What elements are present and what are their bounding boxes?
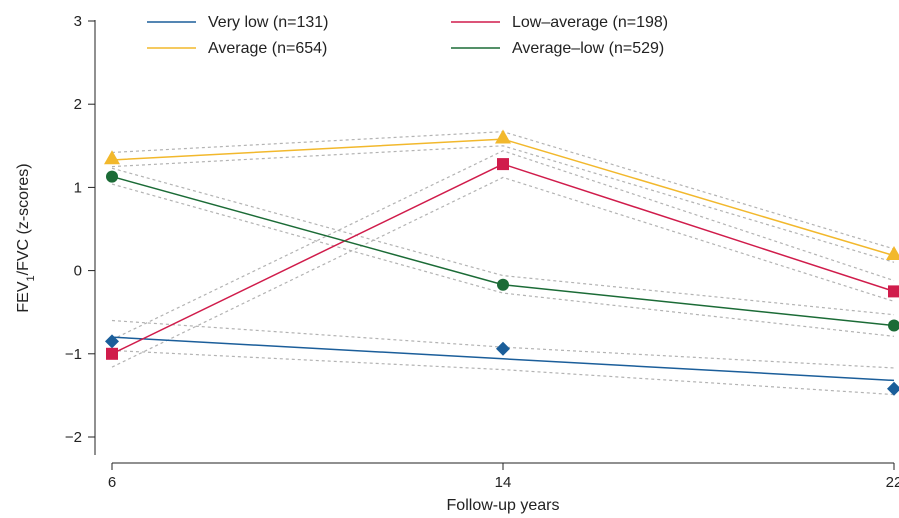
- x-tick-label: 6: [108, 474, 116, 491]
- legend-label: Average (n=654): [208, 40, 327, 57]
- ci-upper-line: [111, 150, 895, 341]
- y-ticks: −2 −1 0 1 2 3: [65, 13, 95, 446]
- series-line: [111, 163, 895, 355]
- y-tick-label: 0: [74, 263, 82, 280]
- legend-label: Low–average (n=198): [512, 14, 668, 31]
- y-axis-title-main: FEV: [15, 281, 32, 312]
- y-tick-label: 3: [74, 13, 82, 30]
- data-point-circle: [106, 170, 118, 183]
- data-point-diamond: [105, 334, 119, 349]
- x-ticks: 6 14 22: [108, 463, 899, 491]
- ci-upper-line: [111, 131, 895, 250]
- ci-lower-line: [111, 176, 895, 368]
- y-axis-title: FEV1/FVC (z-scores): [15, 163, 37, 312]
- data-point-triangle: [104, 150, 120, 165]
- plot-area: [104, 129, 899, 396]
- data-point-square: [497, 158, 509, 171]
- x-tick-label: 22: [886, 474, 899, 491]
- x-axis-title: Follow-up years: [447, 497, 560, 514]
- y-tick-label: −1: [65, 346, 82, 363]
- x-axis: 6 14 22 Follow-up years: [108, 462, 899, 514]
- ci-upper-line: [111, 167, 895, 316]
- y-tick-label: 1: [74, 179, 82, 196]
- y-axis-title-rest: /FVC (z-scores): [15, 163, 32, 275]
- data-point-circle: [497, 278, 509, 291]
- x-tick-label: 14: [495, 474, 512, 491]
- data-point-square: [106, 347, 118, 360]
- ci-lower-line: [111, 349, 895, 396]
- y-tick-label: 2: [74, 96, 82, 113]
- series-line: [111, 336, 895, 382]
- data-point-triangle: [886, 245, 899, 260]
- data-point-square: [888, 285, 899, 298]
- data-point-triangle: [495, 129, 511, 144]
- y-axis-title-subscript: 1: [25, 275, 37, 281]
- data-point-diamond: [887, 381, 899, 396]
- legend: Very low (n=131) Low–average (n=198) Avera…: [147, 14, 668, 57]
- legend-label: Very low (n=131): [208, 14, 329, 31]
- y-tick-label: −2: [65, 429, 82, 446]
- legend-label: Average–low (n=529): [512, 40, 664, 57]
- series-line: [111, 138, 895, 257]
- data-point-diamond: [496, 341, 510, 356]
- series-markers: [104, 129, 899, 396]
- ci-lower-line: [111, 183, 895, 337]
- data-point-circle: [888, 319, 899, 332]
- ci-lower-line: [111, 145, 895, 263]
